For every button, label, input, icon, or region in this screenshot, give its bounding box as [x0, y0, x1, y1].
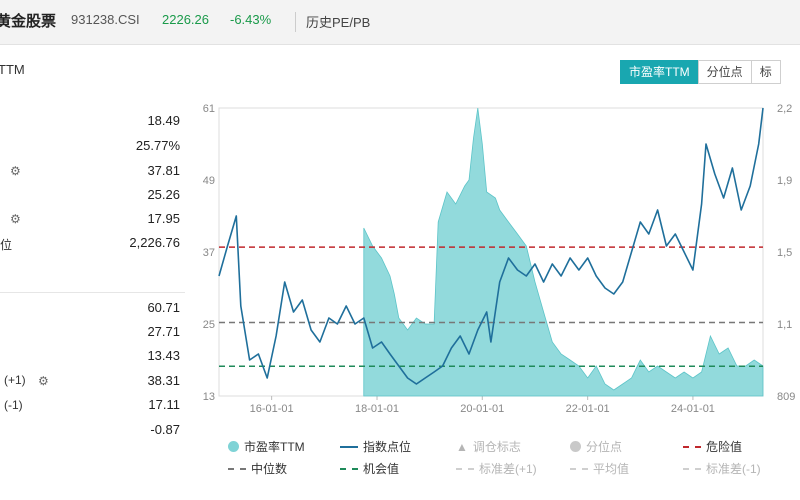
legend-label-average: 平均值 — [593, 462, 630, 476]
legend-swatch-median — [228, 467, 246, 470]
legend-label-median: 中位数 — [251, 462, 288, 476]
legend-swatch-danger — [683, 445, 701, 448]
legend-std-plus[interactable]: 标准差(+1) — [456, 460, 537, 477]
legend-swatch-pe — [228, 441, 239, 452]
legend-average[interactable]: 平均值 — [570, 460, 629, 477]
index-name: 黄金股票 — [0, 13, 57, 30]
legend-label-std-plus: 标准差(+1) — [479, 462, 537, 476]
legend-std-minus[interactable]: 标准差(-1) — [683, 460, 761, 477]
y2-tick-label: 2,2 — [777, 103, 792, 115]
stat-index-value: 2,226.76 — [129, 235, 180, 250]
stat-std-minus: 17.11 — [148, 397, 180, 412]
index-line — [218, 107, 764, 385]
stat-std-plus: 38.31 — [147, 373, 180, 388]
stat-current-pe: 18.49 — [147, 113, 180, 128]
metric-tabs: 市盈率TTM 分位点 标 — [620, 60, 781, 84]
stat-std-minus-label: (-1) — [4, 398, 23, 412]
page-header: 黄金股票 931238.CSI 2226.26 -6.43% 历史PE/PB — [0, 0, 800, 45]
index-code: 931238.CSI — [71, 12, 140, 27]
y-tick-label: 61 — [203, 103, 215, 115]
y-tick-label: 25 — [203, 319, 215, 331]
stat-index-label: 位 — [0, 238, 13, 252]
y2-tick-label: 1,5 — [777, 247, 792, 259]
stat-std-plus-label: (+1) — [4, 373, 26, 387]
tab-percentile[interactable]: 分位点 — [697, 60, 752, 84]
stat-min: 13.43 — [147, 348, 180, 363]
y2-tick-label: 1,1 — [777, 319, 792, 331]
header-divider — [295, 12, 296, 32]
y2-tick-label: 809 — [777, 391, 795, 403]
pe-area — [363, 107, 764, 397]
legend-label-adjust: 调仓标志 — [472, 440, 521, 454]
tab-pe-ttm[interactable]: 市盈率TTM — [620, 60, 699, 84]
legend-label-pe: 市盈率TTM — [244, 440, 305, 454]
x-tick-label: 24-01-01 — [671, 403, 715, 415]
stat-max: 60.71 — [147, 300, 180, 315]
gear-icon[interactable]: ⚙ — [10, 164, 21, 178]
gear-icon[interactable]: ⚙ — [10, 212, 21, 226]
y2-tick-label: 1,9 — [777, 175, 792, 187]
tab-standard[interactable]: 标 — [750, 60, 781, 84]
legend-median[interactable]: 中位数 — [228, 460, 287, 477]
view-pe-pb-link[interactable]: 历史PE/PB — [306, 15, 371, 30]
index-change: -6.43% — [230, 12, 272, 27]
legend-swatch-std-minus — [683, 467, 701, 470]
legend-pe[interactable]: 市盈率TTM — [228, 438, 305, 455]
legend-swatch-opportunity — [340, 467, 358, 470]
y-tick-label: 37 — [203, 247, 215, 259]
x-tick-label: 18-01-01 — [355, 403, 399, 415]
pe-chart: 61 49 37 25 13 2,2 1,9 1,5 1,1 809 16-01-01 18-01-0… — [203, 103, 796, 415]
y-tick-label: 13 — [203, 391, 215, 403]
stat-opportunity: 17.95 — [147, 211, 180, 226]
legend-label-percentile: 分位点 — [586, 440, 623, 454]
legend-index[interactable]: 指数点位 — [340, 438, 411, 455]
legend-swatch-average — [570, 467, 588, 470]
x-tick-label: 20-01-01 — [460, 403, 504, 415]
gear-icon[interactable]: ⚙ — [38, 374, 49, 388]
x-tick-label: 16-01-01 — [250, 403, 294, 415]
legend-danger[interactable]: 危险值 — [683, 438, 742, 455]
index-price: 2226.26 — [162, 12, 209, 27]
y-tick-label: 49 — [203, 175, 215, 187]
x-tick-label: 22-01-01 — [566, 403, 610, 415]
stat-skew: -0.87 — [150, 422, 180, 437]
stats-divider — [0, 292, 185, 293]
legend-percentile[interactable]: 分位点 — [570, 438, 622, 455]
panel-title: TTM — [0, 62, 25, 77]
stat-mean: 27.71 — [147, 324, 180, 339]
legend-swatch-percentile — [570, 441, 581, 452]
legend-label-danger: 危险值 — [706, 440, 743, 454]
legend-opportunity[interactable]: 机会值 — [340, 460, 399, 477]
stat-percentile: 25.77% — [135, 138, 180, 153]
legend-label-std-minus: 标准差(-1) — [706, 462, 761, 476]
triangle-icon: ▲ — [456, 439, 468, 454]
legend-adjust[interactable]: ▲ 调仓标志 — [456, 438, 521, 455]
legend-label-index: 指数点位 — [363, 440, 412, 454]
legend-label-opportunity: 机会值 — [363, 462, 400, 476]
legend-swatch-std-plus — [456, 467, 474, 470]
legend-swatch-index — [340, 445, 358, 448]
stat-danger: 37.81 — [147, 163, 180, 178]
stat-median: 25.26 — [147, 187, 180, 202]
